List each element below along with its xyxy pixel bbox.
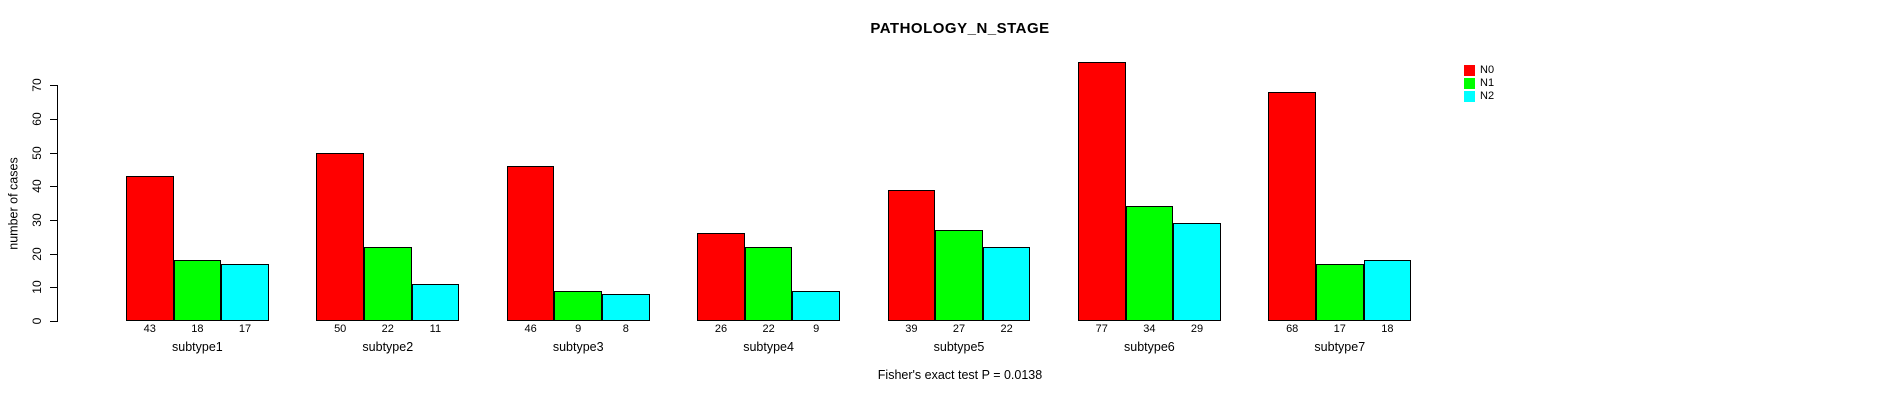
bar-value-label: 77 <box>1095 323 1108 335</box>
bar-n0-subtype4 <box>697 233 745 321</box>
bar-n1-subtype2 <box>364 246 412 321</box>
bar-n2-subtype7 <box>1363 260 1412 321</box>
legend-item-n2: N2 <box>1464 90 1494 103</box>
category-label-subtype1: subtype1 <box>172 340 223 354</box>
legend: N0 N1 N2 <box>1464 64 1494 103</box>
bar-n1-subtype4 <box>744 246 793 321</box>
bar-value-label: 39 <box>905 323 918 335</box>
bar-value-label: 11 <box>429 323 442 335</box>
category-label-subtype4: subtype4 <box>743 340 794 354</box>
y-tick-mark <box>50 152 57 154</box>
y-tick-label: 60 <box>30 112 44 126</box>
legend-label: N2 <box>1480 90 1495 102</box>
y-tick-label: 40 <box>30 179 44 193</box>
bar-value-label: 17 <box>1333 323 1346 335</box>
category-label-subtype6: subtype6 <box>1124 340 1175 354</box>
legend-item-n1: N1 <box>1464 77 1494 90</box>
y-axis-line <box>57 85 58 322</box>
bar-value-label: 34 <box>1143 323 1156 335</box>
bar-value-label: 43 <box>143 323 156 335</box>
y-tick-label: 10 <box>30 280 44 294</box>
bar-value-label: 46 <box>524 323 537 335</box>
bar-n2-subtype5 <box>982 246 1031 321</box>
bar-value-label: 50 <box>334 323 347 335</box>
bar-value-label: 8 <box>622 323 629 335</box>
bar-n1-subtype5 <box>935 230 983 321</box>
y-tick-mark <box>50 118 57 120</box>
bar-n0-subtype5 <box>887 189 936 321</box>
bar-n0-subtype3 <box>506 165 555 321</box>
bar-n1-subtype6 <box>1125 206 1174 321</box>
bar-value-label: 27 <box>952 323 966 335</box>
y-tick-label: 0 <box>30 317 44 325</box>
bar-value-label: 22 <box>1000 323 1013 335</box>
y-tick-label: 30 <box>30 213 44 227</box>
legend-item-n0: N0 <box>1464 64 1494 77</box>
bar-value-label: 26 <box>714 323 728 335</box>
category-label-subtype5: subtype5 <box>933 340 985 354</box>
bar-n1-subtype7 <box>1316 263 1364 321</box>
bar-value-label: 22 <box>762 323 775 335</box>
bar-value-label: 18 <box>1381 323 1394 335</box>
bar-n2-subtype6 <box>1173 223 1221 321</box>
y-tick-mark <box>50 253 57 255</box>
category-label-subtype7: subtype7 <box>1314 340 1366 354</box>
stat-test-annotation: Fisher's exact test P = 0.0138 <box>877 368 1043 382</box>
y-tick-label: 20 <box>30 246 44 261</box>
bar-n0-subtype7 <box>1268 91 1316 321</box>
bar-n1-subtype1 <box>173 260 222 321</box>
bar-n2-subtype4 <box>792 290 840 321</box>
legend-swatch-n1 <box>1464 78 1475 89</box>
bar-value-label: 9 <box>575 323 582 335</box>
y-axis-label: number of cases <box>6 157 21 250</box>
y-tick-mark <box>50 85 57 87</box>
bar-n2-subtype1 <box>221 263 269 321</box>
category-label-subtype3: subtype3 <box>552 340 604 354</box>
bar-n2-subtype2 <box>411 283 460 321</box>
legend-swatch-n0 <box>1464 65 1475 76</box>
bar-value-label: 17 <box>238 323 252 335</box>
legend-label: N1 <box>1480 77 1495 89</box>
bar-n1-subtype3 <box>554 290 602 321</box>
bar-n2-subtype3 <box>602 294 650 321</box>
bar-value-label: 9 <box>813 323 820 335</box>
y-tick-mark <box>50 186 57 188</box>
chart-title: PATHOLOGY_N_STAGE <box>870 20 1050 37</box>
y-tick-mark <box>50 287 57 289</box>
y-tick-mark <box>50 219 57 221</box>
y-tick-mark <box>50 321 57 322</box>
bar-n0-subtype2 <box>316 152 364 321</box>
category-label-subtype2: subtype2 <box>362 340 414 354</box>
legend-label: N0 <box>1480 64 1495 76</box>
y-tick-label: 70 <box>30 78 44 92</box>
legend-swatch-n2 <box>1464 91 1475 102</box>
bar-n0-subtype1 <box>126 176 174 321</box>
bar-value-label: 68 <box>1286 323 1299 335</box>
bar-value-label: 22 <box>381 323 394 335</box>
bar-n0-subtype6 <box>1078 61 1126 321</box>
bar-value-label: 18 <box>191 323 204 335</box>
y-tick-label: 50 <box>30 145 44 160</box>
bar-value-label: 29 <box>1190 323 1204 335</box>
